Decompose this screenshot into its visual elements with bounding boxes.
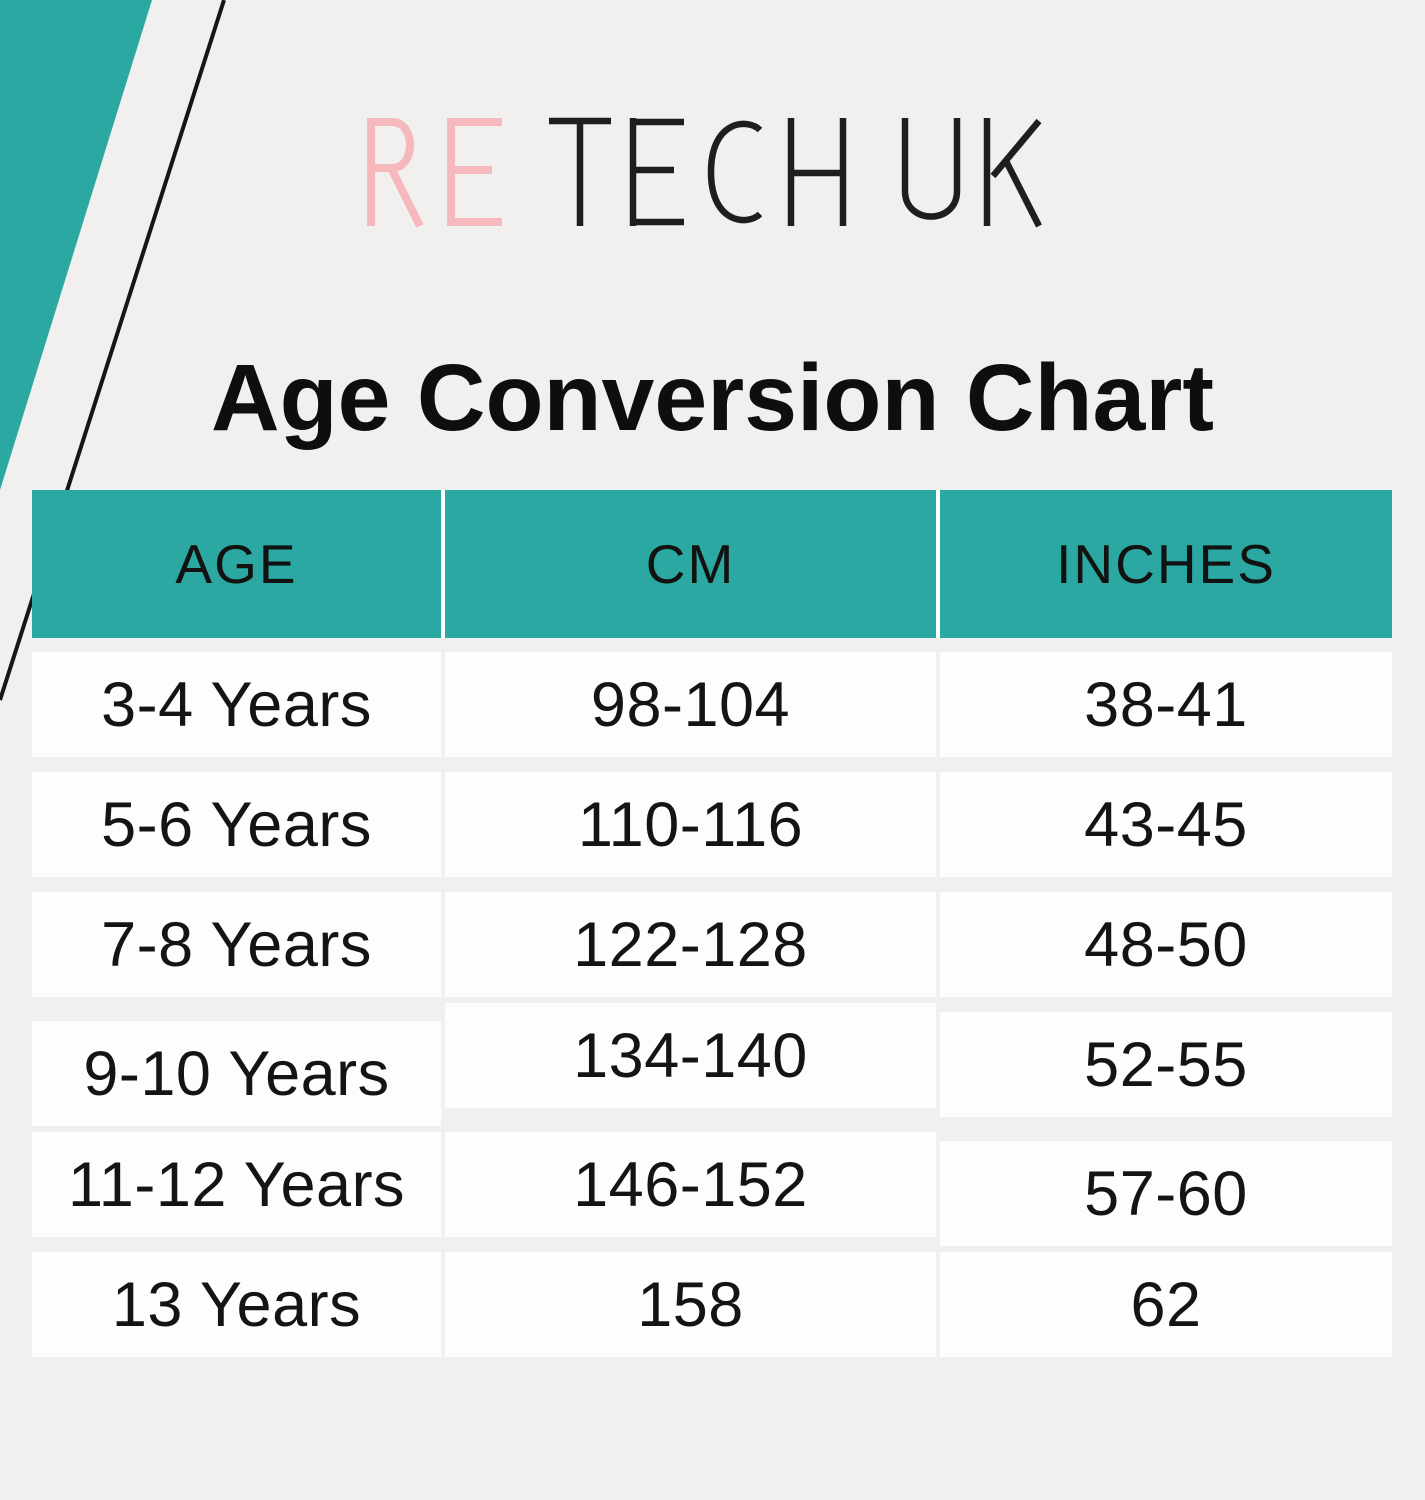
cell-inches: 62 xyxy=(940,1252,1392,1357)
page-title: Age Conversion Chart xyxy=(211,345,1214,451)
logo-re-letters xyxy=(367,118,502,228)
logo-tech-uk-letters xyxy=(549,117,1042,228)
cell-inches: 52-55 xyxy=(940,1012,1392,1117)
table-row: 5-6 Years 110-116 43-45 xyxy=(32,772,1392,877)
table-row: 11-12 Years 146-152 57-60 xyxy=(32,1132,1392,1246)
cell-cm: 134-140 xyxy=(445,1003,936,1108)
cell-inches: 38-41 xyxy=(940,652,1392,757)
cell-age: 11-12 Years xyxy=(32,1132,441,1237)
table-row: 9-10 Years 134-140 52-55 xyxy=(32,1003,1392,1126)
header-cell-cm: CM xyxy=(445,490,936,638)
header-cell-age: AGE xyxy=(32,490,441,638)
age-conversion-table: AGE CM INCHES 3-4 Years 98-104 38-41 5-6… xyxy=(32,490,1392,1357)
table-row: 13 Years 158 62 xyxy=(32,1252,1392,1357)
cell-age: 9-10 Years xyxy=(32,1021,441,1126)
header-cell-inches: INCHES xyxy=(940,490,1392,638)
cell-age: 3-4 Years xyxy=(32,652,441,757)
table-row: 3-4 Years 98-104 38-41 xyxy=(32,652,1392,757)
brand-logo xyxy=(367,117,1042,228)
cell-inches: 48-50 xyxy=(940,892,1392,997)
table-row: 7-8 Years 122-128 48-50 xyxy=(32,892,1392,997)
teal-diagonal-band xyxy=(0,0,152,490)
cell-cm: 122-128 xyxy=(445,892,936,997)
cell-age: 13 Years xyxy=(32,1252,441,1357)
cell-cm: 98-104 xyxy=(445,652,936,757)
cell-age: 7-8 Years xyxy=(32,892,441,997)
cell-inches: 57-60 xyxy=(940,1141,1392,1246)
table-header-row: AGE CM INCHES xyxy=(32,490,1392,638)
cell-inches: 43-45 xyxy=(940,772,1392,877)
cell-cm: 110-116 xyxy=(445,772,936,877)
cell-cm: 146-152 xyxy=(445,1132,936,1237)
cell-age: 5-6 Years xyxy=(32,772,441,877)
cell-cm: 158 xyxy=(445,1252,936,1357)
